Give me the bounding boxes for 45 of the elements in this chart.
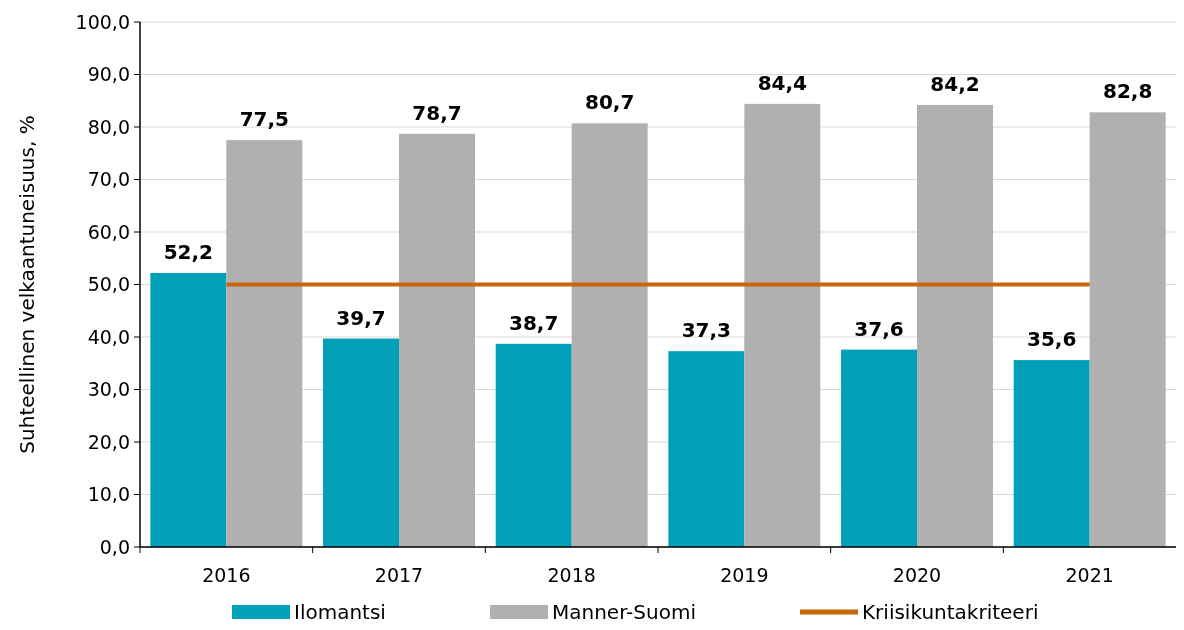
data-label: 52,2: [163, 239, 214, 264]
x-tick-label: 2020: [892, 564, 942, 586]
y-tick-label: 80,0: [87, 115, 130, 138]
data-label: 80,7: [584, 90, 635, 115]
bar: [399, 133, 475, 547]
y-tick-label: 60,0: [87, 220, 130, 243]
legend-label: Ilomantsi: [294, 600, 386, 624]
data-label: 39,7: [336, 305, 386, 330]
data-label: 84,4: [757, 70, 807, 95]
data-label: 82,8: [1102, 79, 1153, 104]
x-tick-label: 2016: [202, 564, 251, 586]
data-label: 78,7: [412, 100, 462, 125]
y-tick-label: 100,0: [75, 10, 130, 33]
bar: [917, 104, 993, 547]
y-tick-label: 0,0: [99, 535, 130, 558]
bar: [841, 349, 917, 547]
y-tick-label: 20,0: [87, 430, 130, 453]
legend-label: Kriisikuntakriteeri: [862, 600, 1039, 624]
y-axis-title: Suhteellinen velkaantuneisuus, %: [15, 115, 39, 454]
data-label: 77,5: [239, 107, 289, 132]
data-label: 38,7: [509, 310, 559, 335]
x-tick-label: 2017: [374, 564, 424, 586]
x-tick-label: 2019: [720, 564, 769, 586]
bar: [1089, 112, 1166, 547]
bar: [495, 343, 572, 547]
y-tick-label: 40,0: [87, 325, 130, 348]
data-label: 35,6: [1027, 327, 1077, 352]
y-tick-label: 30,0: [87, 378, 130, 401]
x-tick-label: 2018: [547, 564, 596, 586]
bar: [150, 272, 227, 547]
bar: [226, 140, 303, 547]
bar: [323, 338, 399, 547]
bar: [668, 351, 745, 547]
y-tick-label: 10,0: [87, 483, 130, 506]
x-tick-label: 2021: [1065, 564, 1114, 586]
y-tick-label: 90,0: [87, 63, 130, 86]
data-label: 37,6: [854, 316, 904, 341]
bar: [744, 103, 821, 547]
bar: [571, 123, 648, 547]
y-tick-label: 70,0: [87, 168, 130, 191]
y-tick-label: 50,0: [87, 273, 130, 296]
bar: [1013, 360, 1090, 547]
data-label: 84,2: [930, 71, 980, 96]
legend-label: Manner-Suomi: [552, 600, 696, 624]
data-label: 37,3: [681, 318, 732, 343]
